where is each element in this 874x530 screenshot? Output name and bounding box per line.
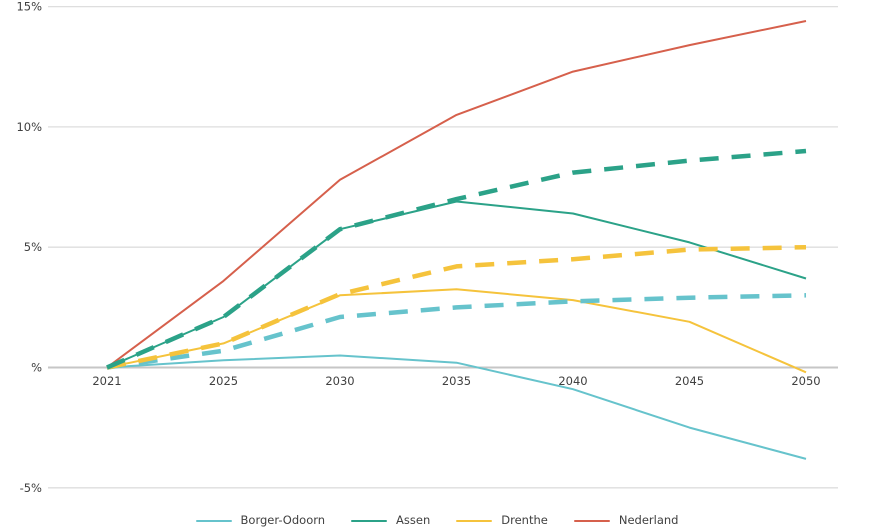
y-axis-tick-label: 5% [24,240,42,254]
legend-label: Borger-Odoorn [240,513,326,528]
y-axis-tick-label: 15% [16,0,42,14]
y-axis-tick-label: % [31,361,42,375]
legend-label: Assen [396,513,431,528]
legend-swatch [351,519,388,523]
x-axis-tick-label: 2030 [325,374,354,388]
legend-swatch [195,519,232,523]
x-axis-tick-label: 2035 [442,374,471,388]
legend-item-nederland: Nederland [573,513,679,528]
series-line-borger-odoorn-dashed [106,293,807,370]
y-axis-tick-label: 10% [16,120,42,134]
series-line-assen-dashed [106,148,807,370]
legend-label: Nederland [618,513,679,528]
x-axis-tick-label: 2025 [209,374,238,388]
legend-item-drenthe: Drenthe [456,515,548,527]
series-line-borger-odoorn-solid [106,354,807,460]
x-axis-tick-label: 2021 [92,374,121,388]
series-line-assen-solid [106,200,807,369]
legend-item-assen: Assen [351,515,430,527]
legend-label: Drenthe [501,513,548,528]
x-axis-tick-label: 2040 [558,374,587,388]
y-axis-tick-label: -5% [20,481,42,495]
legend-swatch [573,519,610,523]
series-line-drenthe-solid [106,288,807,374]
legend-swatch [456,519,493,523]
chart-legend: Borger-Odoorn Assen Drenthe Nederland [0,512,874,530]
series-line-drenthe-dashed [106,244,807,370]
series-line-nederland-solid [106,20,807,369]
legend-item-borger-odoorn: Borger-Odoorn [195,513,326,528]
x-axis-tick-label: 2045 [675,374,704,388]
x-axis-tick-label: 2050 [791,374,820,388]
